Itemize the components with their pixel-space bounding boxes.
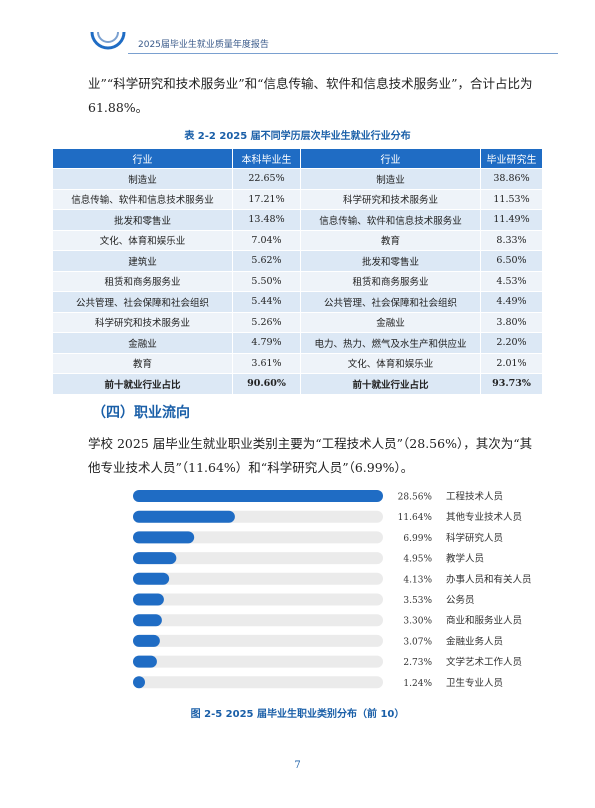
table-cell: 科学研究和技术服务业: [52, 311, 233, 333]
bar-track: [133, 531, 383, 544]
bar-value-label: 4.95%: [403, 555, 432, 565]
page-number: 7: [294, 760, 301, 771]
bar-category-label: 公务员: [446, 594, 475, 606]
table-total-cell: 90.60%: [232, 373, 301, 395]
table-total-cell: 前十就业行业占比: [52, 373, 233, 395]
table-row: 建筑业 5.62% 批发和零售业 6.50%: [52, 250, 543, 272]
table-cell: 金融业: [52, 332, 233, 354]
bar-value-label: 3.30%: [403, 617, 432, 627]
bar-value-label: 11.64%: [398, 513, 433, 523]
table-cell: 5.62%: [232, 250, 301, 272]
bar-value-label: 6.99%: [403, 534, 432, 544]
bar-track: [133, 676, 383, 689]
intro-paragraph: 业”“科学研究和技术服务业”和“信息传输、软件和信息技术服务业”，合计占比为 6…: [88, 76, 533, 115]
table-cell: 信息传输、软件和信息技术服务业: [300, 209, 481, 231]
table-total-row: 前十就业行业占比 90.60% 前十就业行业占比 93.73%: [52, 373, 543, 395]
bar-category-label: 卫生专业人员: [446, 677, 503, 689]
school-logo-icon: [90, 31, 126, 50]
section-title: （四）职业流向: [92, 405, 190, 421]
bar-value-label: 28.56%: [398, 493, 433, 503]
table-row: 教育 3.61% 文化、体育和娱乐业 2.01%: [52, 352, 543, 374]
bar: [133, 676, 145, 689]
chart-caption: 图 2-5 2025 届毕业生职业类别分布（前 10）: [190, 709, 405, 720]
table-cell: 5.26%: [232, 311, 301, 333]
bar: [133, 552, 177, 565]
bar-category-label: 科学研究人员: [446, 532, 503, 544]
bar: [133, 593, 164, 606]
bar-category-label: 商业和服务业人员: [446, 615, 522, 627]
table-header-cell: 毕业研究生: [480, 148, 543, 169]
table-cell: 科学研究和技术服务业: [300, 188, 481, 210]
table-cell: 38.86%: [480, 168, 543, 190]
header-title: 2025届毕业生就业质量年度报告: [138, 40, 269, 50]
bar-track: [133, 634, 383, 647]
table-row: 金融业 4.79% 电力、热力、燃气及水生产和供应业 2.20%: [52, 332, 543, 354]
table-row: 文化、体育和娱乐业 7.04% 教育 8.33%: [52, 229, 543, 251]
bar-value-label: 2.73%: [403, 658, 432, 668]
table-row: 租赁和商务服务业 5.50% 租赁和商务服务业 4.53%: [52, 270, 543, 292]
table-cell: 信息传输、软件和信息技术服务业: [52, 188, 233, 210]
table-cell: 2.20%: [480, 332, 543, 354]
bar-category-label: 文学艺术工作人员: [446, 656, 522, 668]
bar: [133, 531, 195, 544]
table-cell: 金融业: [300, 311, 481, 333]
table-total-cell: 前十就业行业占比: [300, 373, 481, 395]
bar-track: [133, 572, 383, 585]
bar: [133, 510, 235, 523]
bar-value-label: 4.13%: [403, 575, 432, 585]
table-header-cell: 行业: [52, 148, 233, 169]
header-divider: [128, 53, 558, 54]
bar-track: [133, 552, 383, 565]
bar-value-label: 1.24%: [403, 679, 432, 689]
table-cell: 17.21%: [232, 188, 301, 210]
bar-track: [133, 614, 383, 627]
table-row: 批发和零售业 13.48% 信息传输、软件和信息技术服务业 11.49%: [52, 209, 543, 231]
bar-category-label: 工程技术人员: [446, 491, 503, 503]
table-cell: 教育: [52, 352, 233, 374]
table-header-row: 行业 本科毕业生 行业 毕业研究生: [52, 148, 543, 169]
table-cell: 22.65%: [232, 168, 301, 190]
table-cell: 7.04%: [232, 229, 301, 251]
page-header: 2025届毕业生就业质量年度报告: [88, 28, 558, 56]
table-caption: 表 2-2 2025 届不同学历层次毕业生就业行业分布: [184, 131, 411, 142]
bar-track: [133, 593, 383, 606]
table-cell: 教育: [300, 229, 481, 251]
occupation-paragraph: 学校 2025 届毕业生就业职业类别主要为“工程技术人员”（28.56%），其次…: [88, 436, 533, 475]
bar-value-label: 3.53%: [403, 596, 432, 606]
bar: [133, 655, 157, 668]
table-cell: 3.80%: [480, 311, 543, 333]
bar-category-label: 办事人员和有关人员: [446, 573, 532, 585]
bar-value-label: 3.07%: [403, 637, 432, 647]
table-cell: 2.01%: [480, 352, 543, 374]
bar-category-label: 金融业务人员: [446, 635, 503, 647]
table-cell: 批发和零售业: [52, 209, 233, 231]
bar-category-label: 其他专业技术人员: [446, 511, 522, 523]
table-cell: 8.33%: [480, 229, 543, 251]
bar-category-label: 教学人员: [446, 553, 484, 565]
table-cell: 文化、体育和娱乐业: [300, 352, 481, 374]
industry-distribution-table: 行业 本科毕业生 行业 毕业研究生 制造业 22.65% 制造业 38.86% 信息传输…: [52, 148, 543, 395]
table-row: 信息传输、软件和信息技术服务业 17.21% 科学研究和技术服务业 11.53%: [52, 188, 543, 210]
table-total-cell: 93.73%: [480, 373, 543, 395]
table-row: 科学研究和技术服务业 5.26% 金融业 3.80%: [52, 311, 543, 333]
table-cell: 4.79%: [232, 332, 301, 354]
bar-track: [133, 655, 383, 668]
table-cell: 4.53%: [480, 270, 543, 292]
table-cell: 批发和零售业: [300, 250, 481, 272]
table-row: 公共管理、社会保障和社会组织 5.44% 公共管理、社会保障和社会组织 4.49%: [52, 291, 543, 313]
table-cell: 5.44%: [232, 291, 301, 313]
table-header-cell: 行业: [300, 148, 481, 169]
table-cell: 公共管理、社会保障和社会组织: [300, 291, 481, 313]
bar: [133, 572, 170, 585]
bar: [133, 634, 160, 647]
table-cell: 6.50%: [480, 250, 543, 272]
table-cell: 11.49%: [480, 209, 543, 231]
bar: [133, 490, 383, 502]
table-body: 制造业 22.65% 制造业 38.86% 信息传输、软件和信息技术服务业 17.21% 科…: [52, 168, 543, 395]
table-cell: 13.48%: [232, 209, 301, 231]
table-cell: 4.49%: [480, 291, 543, 313]
table-cell: 租赁和商务服务业: [52, 270, 233, 292]
occupation-bar-chart: 28.56% 工程技术人员 11.64% 其他专业技术人员 6.99% 科学研究人员 4.9…: [133, 490, 532, 689]
bar: [133, 614, 162, 627]
